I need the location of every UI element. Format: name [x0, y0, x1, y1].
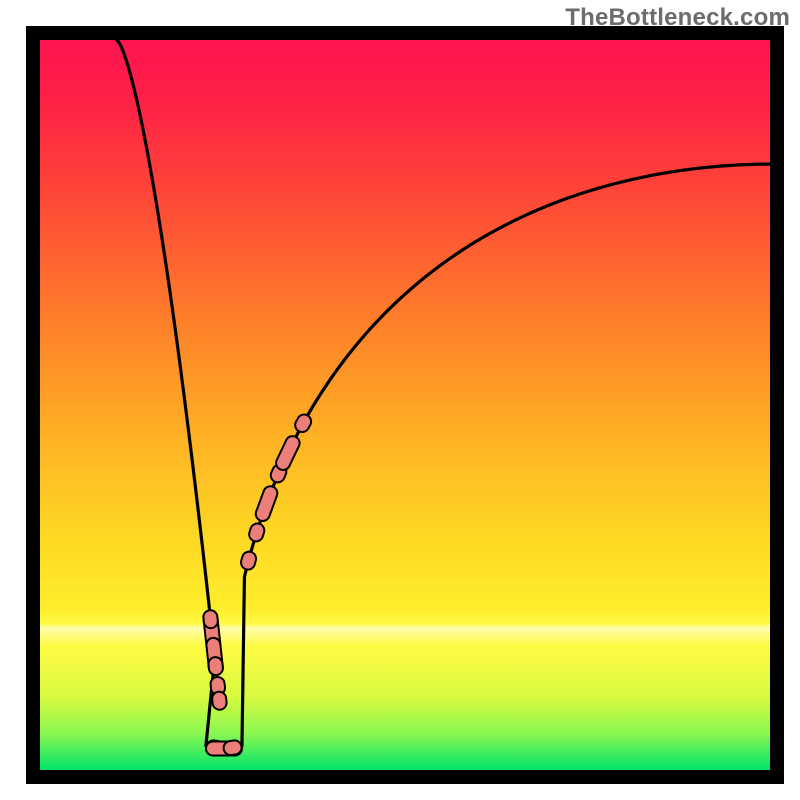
- curve-marker: [211, 691, 227, 710]
- chart-svg: [0, 0, 800, 800]
- curve-marker: [208, 656, 224, 675]
- curve-marker-pill: [211, 691, 227, 710]
- plot-background: [40, 40, 770, 770]
- curve-marker: [203, 609, 219, 628]
- curve-marker: [223, 739, 243, 756]
- curve-marker-pill: [203, 609, 219, 628]
- watermark-text: TheBottleneck.com: [565, 4, 790, 32]
- curve-marker-pill: [208, 656, 224, 675]
- curve-marker-pill: [223, 739, 243, 756]
- chart-canvas: TheBottleneck.com: [0, 0, 800, 800]
